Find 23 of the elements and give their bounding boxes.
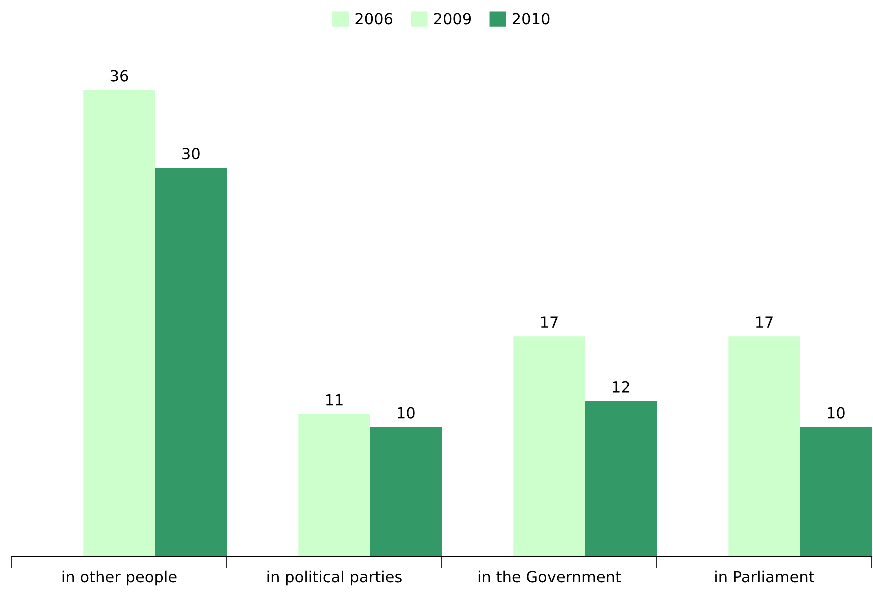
bar [514,336,586,557]
data-label: 10 [398,407,415,419]
data-label: 11 [326,394,343,406]
data-label: 12 [613,381,630,393]
bar [370,427,442,557]
x-tick-label: in the Government [478,570,622,583]
bar [298,414,370,557]
x-tick-label: in Parliament [716,570,815,583]
data-label: 17 [756,316,773,328]
data-label: 36 [110,70,128,82]
data-label: 30 [182,148,200,160]
bar [84,90,156,557]
legend-label: 2006 [356,13,393,25]
bar [728,336,800,557]
data-label: 10 [828,407,845,419]
data-label: 17 [541,316,558,328]
legend-label: 2010 [512,13,550,25]
x-tick-label: in political parties [268,570,402,586]
bar [585,401,657,557]
legend-label: 2009 [434,13,472,25]
bar [155,168,227,557]
x-tick-label: in other people [62,570,177,586]
bar [800,427,872,557]
